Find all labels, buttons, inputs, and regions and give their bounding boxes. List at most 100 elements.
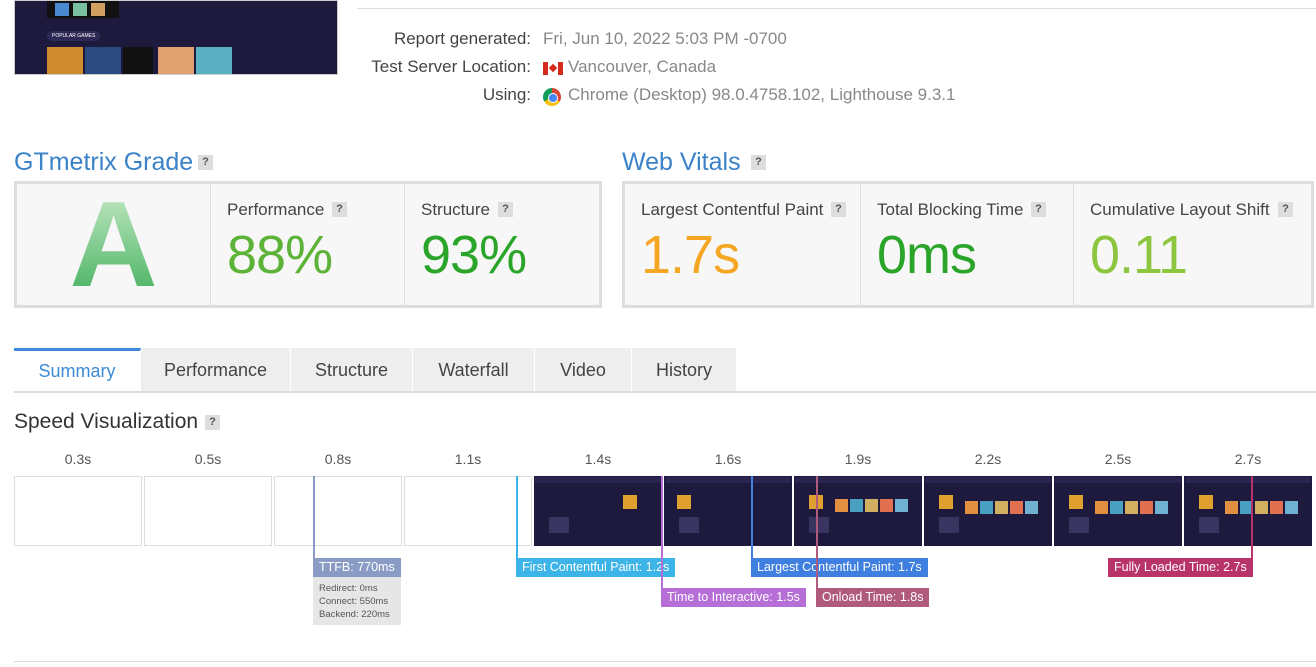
frame-header bbox=[1055, 477, 1181, 483]
frame-time: 0.5s bbox=[194, 451, 222, 467]
frame-tile bbox=[939, 517, 959, 533]
frame-tile bbox=[809, 517, 829, 533]
thumb-tile bbox=[73, 3, 87, 16]
marker-label: First Contentful Paint: 1.2s bbox=[516, 558, 676, 577]
report-label: Using: bbox=[482, 85, 531, 104]
thumb-tile bbox=[123, 47, 153, 74]
frame-tile bbox=[1255, 501, 1268, 514]
filmstrip-frame bbox=[14, 476, 142, 546]
frame-time: 2.2s bbox=[974, 451, 1002, 467]
frame-tile bbox=[880, 499, 893, 512]
metric-label: Performance bbox=[227, 200, 325, 219]
tab[interactable]: Video bbox=[535, 348, 632, 392]
metric-value: 0.11 bbox=[1090, 225, 1188, 285]
metric-cell: Performance? 88% bbox=[210, 184, 405, 305]
metric-label: Largest Contentful Paint bbox=[641, 200, 824, 219]
frame-tile bbox=[895, 499, 908, 512]
help-icon[interactable]: ? bbox=[1278, 202, 1293, 217]
marker-detail: Connect: 550ms bbox=[319, 596, 389, 607]
marker-label: Fully Loaded Time: 2.7s bbox=[1108, 558, 1253, 577]
frame-tile bbox=[1110, 501, 1123, 514]
marker-line bbox=[313, 476, 315, 558]
frame-tile bbox=[865, 499, 878, 512]
metric-cell: Cumulative Layout Shift? 0.11 bbox=[1073, 184, 1312, 305]
metric-value: 0ms bbox=[877, 225, 977, 285]
frame-time: 0.3s bbox=[64, 451, 92, 467]
help-icon[interactable]: ? bbox=[1031, 202, 1046, 217]
marker-line bbox=[661, 476, 663, 588]
metric-value: 93% bbox=[421, 225, 527, 285]
frame-tile bbox=[623, 495, 637, 509]
report-value: Vancouver, Canada bbox=[568, 57, 717, 76]
frame-tile bbox=[980, 501, 993, 514]
help-icon[interactable]: ? bbox=[198, 155, 213, 170]
frame-header bbox=[1185, 477, 1311, 483]
report-label: Report generated: bbox=[393, 29, 531, 48]
frame-tile bbox=[1095, 501, 1108, 514]
report-value: Fri, Jun 10, 2022 5:03 PM -0700 bbox=[543, 29, 787, 48]
frame-tile bbox=[1025, 501, 1038, 514]
marker-line bbox=[751, 476, 753, 558]
flag-leaf bbox=[548, 63, 558, 73]
frame-tile bbox=[1010, 501, 1023, 514]
frame-time: 1.6s bbox=[714, 451, 742, 467]
marker-line bbox=[1251, 476, 1253, 558]
frame-tile bbox=[835, 499, 848, 512]
metric-label: Cumulative Layout Shift bbox=[1090, 200, 1270, 219]
marker-detail: Redirect: 0ms bbox=[319, 583, 378, 594]
marker-detail: Backend: 220ms bbox=[319, 609, 390, 620]
bottom-rule bbox=[14, 661, 1316, 662]
tab[interactable]: Performance bbox=[141, 348, 291, 392]
help-icon[interactable]: ? bbox=[831, 202, 846, 217]
marker-line bbox=[516, 476, 518, 558]
marker-label: Time to Interactive: 1.5s bbox=[661, 588, 806, 607]
grade-letter: A bbox=[17, 183, 210, 305]
tab[interactable]: Summary bbox=[14, 348, 141, 392]
frame-time: 1.9s bbox=[844, 451, 872, 467]
tab[interactable]: Structure bbox=[291, 348, 413, 392]
speed-title: Speed Visualization bbox=[14, 410, 199, 433]
help-icon[interactable]: ? bbox=[498, 202, 513, 217]
filmstrip-frame bbox=[794, 476, 922, 546]
frame-tile bbox=[1069, 517, 1089, 533]
frame-time: 0.8s bbox=[324, 451, 352, 467]
grade-title: GTmetrix Grade bbox=[14, 148, 194, 176]
frame-time: 1.4s bbox=[584, 451, 612, 467]
thumb-tile bbox=[85, 47, 121, 74]
frame-time: 2.5s bbox=[1104, 451, 1132, 467]
frame-tile bbox=[679, 517, 699, 533]
metric-label: Structure bbox=[421, 200, 490, 219]
tab-rule bbox=[14, 391, 1316, 393]
help-icon[interactable]: ? bbox=[751, 155, 766, 170]
frame-time: 2.7s bbox=[1234, 451, 1262, 467]
filmstrip-frame bbox=[664, 476, 792, 546]
thumb-tile bbox=[196, 47, 232, 74]
tab[interactable]: Waterfall bbox=[413, 348, 535, 392]
marker-label: TTFB: 770ms bbox=[313, 558, 401, 577]
metric-cell: Largest Contentful Paint? 1.7s bbox=[625, 184, 860, 305]
filmstrip-frame bbox=[534, 476, 662, 546]
frame-tile bbox=[1069, 495, 1083, 509]
tab[interactable]: History bbox=[632, 348, 737, 392]
metric-cell: Structure? 93% bbox=[404, 184, 600, 305]
frame-tile bbox=[1199, 495, 1213, 509]
marker-details: Redirect: 0ms Connect: 550ms Backend: 220m… bbox=[313, 577, 401, 625]
marker-label: Largest Contentful Paint: 1.7s bbox=[751, 558, 928, 577]
metric-cell: Total Blocking Time? 0ms bbox=[860, 184, 1074, 305]
help-icon[interactable]: ? bbox=[205, 415, 220, 430]
marker-label: Onload Time: 1.8s bbox=[816, 588, 930, 607]
chrome-icon-center bbox=[548, 93, 558, 103]
metric-label: Total Blocking Time bbox=[877, 200, 1024, 219]
vitals-box: Largest Contentful Paint? 1.7s Total Block… bbox=[622, 181, 1314, 308]
thumb-tile bbox=[91, 3, 105, 16]
metric-value: 1.7s bbox=[641, 225, 740, 285]
filmstrip-frame bbox=[274, 476, 402, 546]
frame-tile bbox=[1140, 501, 1153, 514]
help-icon[interactable]: ? bbox=[332, 202, 347, 217]
marker-line bbox=[816, 476, 818, 588]
metric-value: 88% bbox=[227, 225, 333, 285]
page-thumbnail: POPULAR GAMES bbox=[14, 0, 338, 75]
frame-header bbox=[795, 477, 921, 483]
frame-tile bbox=[939, 495, 953, 509]
